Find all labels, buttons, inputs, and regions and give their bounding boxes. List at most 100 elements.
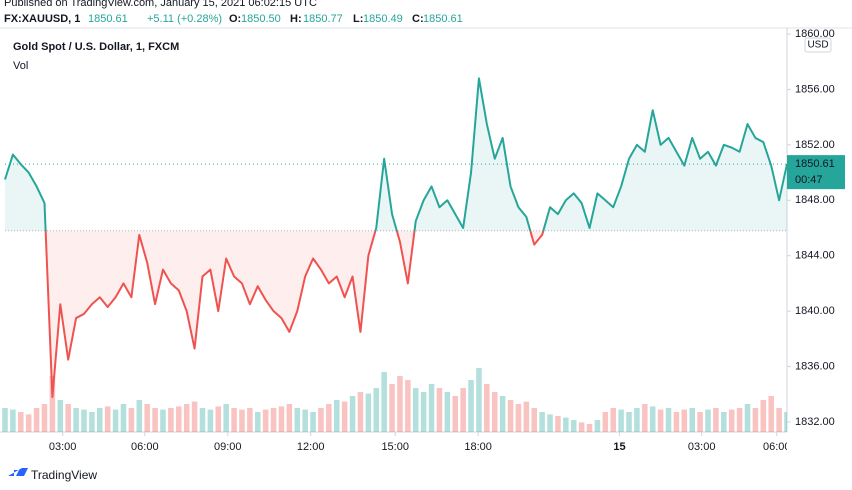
volume-bar — [626, 412, 632, 432]
last-price-tag — [787, 155, 845, 190]
volume-bar — [294, 408, 301, 432]
volume-bar — [207, 409, 214, 432]
published-note: Published on TradingView.com, January 15… — [4, 0, 317, 9]
volume-bar — [784, 412, 787, 432]
volume-bar — [602, 412, 609, 432]
y-tick-label: 1856.00 — [795, 83, 835, 95]
volume-bar — [713, 408, 719, 432]
volume-bar — [776, 408, 782, 432]
volume-bar — [349, 396, 356, 432]
volume-bar — [183, 404, 190, 432]
volume-bar — [436, 388, 443, 432]
volume-bar — [144, 404, 150, 432]
volume-bar — [160, 409, 166, 432]
volume-bar — [373, 388, 380, 432]
brand[interactable]: TradingView — [31, 468, 97, 482]
volume-bar — [420, 392, 427, 432]
volume-bar — [152, 408, 158, 432]
volume-bar — [499, 396, 506, 432]
y-tick-label: 1860.00 — [795, 28, 835, 40]
volume-bar — [333, 400, 340, 432]
volume-bar — [104, 406, 111, 432]
volume-bar — [120, 404, 127, 432]
volume-bar — [752, 408, 759, 432]
volume-bar — [555, 416, 561, 432]
volume-bar — [49, 376, 56, 432]
volume-bar — [10, 409, 16, 432]
volume-bar — [136, 400, 143, 432]
volume-bar — [97, 408, 103, 432]
volume-bar — [665, 408, 672, 432]
x-tick-label: 18:00 — [464, 441, 492, 453]
volume-bar — [768, 396, 774, 432]
volume-bar — [491, 392, 498, 432]
volume-bar — [531, 408, 537, 432]
volume-bar — [318, 408, 324, 432]
volume-bar — [389, 384, 395, 432]
volume-bar — [642, 404, 648, 432]
volume-legend[interactable]: Vol — [13, 60, 28, 72]
volume-bar — [81, 409, 87, 432]
volume-bar — [239, 409, 245, 432]
volume-bar — [610, 408, 616, 432]
chart-title[interactable]: Gold Spot / U.S. Dollar, 1, FXCM — [13, 41, 179, 53]
volume-bar — [689, 408, 695, 432]
baseline-area — [5, 78, 787, 398]
y-tick-label: 1848.00 — [795, 194, 835, 206]
volume-bar — [310, 412, 316, 432]
volume-bar — [286, 404, 293, 432]
volume-bar — [428, 384, 435, 432]
time-axis: 03:00 06:00 09:00 12:00 15:00 18:00 15 03:00 06:… — [49, 432, 787, 453]
y-tick-label: 1852.00 — [795, 139, 835, 151]
volume-bar — [278, 406, 285, 432]
volume-bar — [365, 393, 372, 432]
y-tick-label: 1832.00 — [795, 416, 835, 428]
volume-bar — [744, 404, 751, 432]
currency-box[interactable] — [804, 37, 832, 53]
volume-bar — [412, 388, 419, 432]
volume-bar — [357, 392, 364, 432]
volume-bar — [128, 408, 135, 432]
x-tick-label: 03:00 — [688, 441, 716, 453]
volume-bar — [255, 412, 261, 432]
volume-bar — [586, 424, 593, 432]
open: 1850.50 — [241, 13, 281, 25]
change: +5.11 (+0.28%) — [147, 13, 222, 25]
volume-bar — [231, 408, 237, 432]
volume-bar — [2, 408, 8, 432]
volume-bar — [657, 409, 664, 432]
y-tick-label: 1836.00 — [795, 360, 835, 372]
volume-bar — [594, 420, 601, 432]
x-tick-label: 09:00 — [214, 441, 242, 453]
currency: USD — [807, 40, 828, 51]
volume-bar — [381, 372, 387, 432]
volume-bar — [57, 400, 64, 432]
volume-bar — [649, 406, 656, 432]
volume-bar — [760, 400, 767, 432]
volume-bar — [112, 409, 119, 432]
price: 1850.61 — [88, 13, 128, 25]
low: 1850.49 — [363, 13, 403, 25]
x-tick-label: 03:00 — [49, 441, 77, 453]
volume-bar — [634, 408, 640, 432]
high: 1850.77 — [303, 13, 343, 25]
volume-bar — [33, 408, 40, 432]
volume-bar — [484, 384, 490, 432]
volume-bar — [539, 412, 545, 432]
y-tick-label: 1844.00 — [795, 250, 835, 262]
close: 1850.61 — [423, 13, 463, 25]
x-tick-label: 06:00 — [131, 441, 159, 453]
volume-bar — [191, 401, 198, 432]
volume-bar — [460, 388, 466, 432]
volume-bar — [578, 422, 585, 432]
volume-bar — [18, 412, 24, 432]
volume-bar — [736, 408, 743, 432]
volume-bar — [247, 408, 253, 432]
volume-bar — [721, 412, 727, 432]
volume-bar — [468, 380, 474, 432]
volume-bar — [681, 409, 688, 432]
close-label: C: — [412, 13, 424, 25]
x-tick-label: 15:00 — [381, 441, 409, 453]
